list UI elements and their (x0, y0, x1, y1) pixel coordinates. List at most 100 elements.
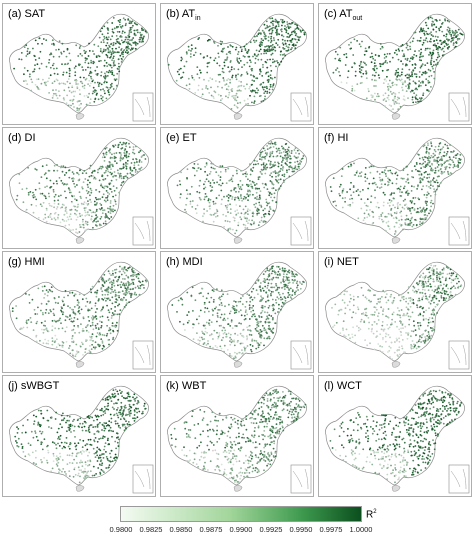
station-dot (109, 156, 112, 159)
station-dot (216, 62, 219, 65)
station-dot (417, 283, 419, 286)
station-dot (262, 163, 265, 166)
station-dot (269, 328, 271, 331)
station-dot (219, 165, 222, 167)
station-dot (274, 76, 276, 79)
station-dot (254, 282, 257, 284)
station-dot (331, 307, 333, 309)
station-dot (75, 218, 78, 221)
station-dot (440, 157, 443, 160)
station-dot (101, 96, 104, 98)
station-dot (225, 335, 227, 338)
station-dot (49, 53, 51, 56)
station-dot (140, 166, 143, 169)
station-dot (186, 321, 189, 324)
station-dot (259, 43, 262, 46)
station-dot (58, 177, 61, 179)
station-dot (238, 89, 240, 92)
station-dot (271, 150, 274, 153)
station-dot (423, 194, 426, 196)
station-dot (66, 63, 69, 65)
station-dot (68, 318, 71, 321)
station-dot (74, 208, 77, 211)
station-dot (19, 328, 21, 331)
station-dot (107, 291, 110, 294)
station-dot (446, 150, 449, 153)
station-dot (233, 357, 235, 360)
station-dot (349, 188, 351, 191)
station-dot (269, 17, 272, 20)
station-dot (365, 64, 367, 66)
station-dot (41, 328, 43, 331)
station-dot (249, 343, 252, 346)
station-dot (382, 338, 384, 341)
station-dot (455, 41, 457, 44)
station-dot (338, 57, 341, 60)
station-dot (229, 203, 231, 206)
station-dot (18, 173, 21, 176)
china-map-i (318, 251, 472, 373)
station-dot (211, 78, 214, 81)
station-dot (418, 56, 421, 59)
station-dot (239, 195, 242, 198)
station-dot (438, 27, 440, 30)
station-dot (130, 44, 133, 47)
station-dot (409, 305, 412, 308)
station-dot (132, 24, 134, 27)
station-dot (112, 272, 114, 275)
station-dot (255, 326, 258, 329)
station-dot (57, 302, 59, 304)
station-dot (272, 163, 274, 166)
station-dot (133, 161, 136, 164)
station-dot (229, 325, 232, 327)
station-dot (234, 196, 237, 199)
station-dot (209, 198, 212, 201)
station-dot (79, 169, 81, 172)
station-dot (393, 212, 396, 214)
station-dot (249, 190, 252, 193)
station-dot (199, 309, 202, 312)
station-dot (33, 68, 36, 71)
station-dot (283, 296, 286, 298)
station-dot (89, 325, 92, 327)
station-dot (136, 285, 139, 288)
station-dot (436, 288, 439, 291)
station-dot (130, 31, 133, 33)
station-dot (45, 164, 48, 166)
station-dot (286, 160, 288, 162)
station-dot (400, 322, 402, 324)
station-dot (204, 186, 207, 189)
station-dot (252, 212, 255, 215)
station-dot (286, 23, 289, 26)
station-dot (67, 104, 70, 107)
station-dot (382, 310, 384, 312)
station-dot (436, 20, 438, 22)
station-dot (36, 86, 39, 89)
china-map-h (160, 251, 314, 373)
station-dot (418, 282, 421, 285)
station-dot (280, 18, 282, 21)
station-dot (379, 297, 382, 300)
map-panel-h: (h) MDI (160, 251, 314, 373)
station-dot (71, 308, 73, 311)
station-dot (440, 170, 443, 173)
station-dot (105, 289, 108, 291)
station-dot (362, 72, 365, 75)
station-dot (212, 167, 215, 170)
station-dot (264, 321, 267, 324)
station-dot (141, 29, 144, 31)
station-dot (294, 165, 297, 168)
station-dot (50, 52, 52, 55)
station-dot (249, 329, 251, 332)
station-dot (353, 162, 355, 165)
station-dot (96, 81, 99, 84)
station-dot (274, 322, 277, 325)
station-dot (414, 63, 416, 65)
station-dot (134, 43, 137, 46)
station-dot (95, 189, 97, 191)
station-dot (180, 171, 182, 174)
station-dot (245, 300, 248, 303)
station-dot (423, 311, 425, 313)
station-dot (214, 202, 217, 205)
station-dot (429, 302, 432, 305)
